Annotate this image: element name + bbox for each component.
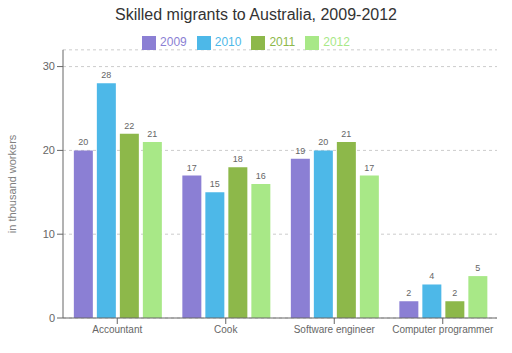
svg-text:20: 20 (78, 137, 88, 147)
svg-text:19: 19 (295, 146, 305, 156)
svg-text:16: 16 (256, 171, 266, 181)
svg-text:0: 0 (49, 312, 55, 324)
svg-text:Cook: Cook (214, 324, 238, 335)
svg-text:2: 2 (452, 288, 457, 298)
svg-text:15: 15 (210, 179, 220, 189)
svg-text:21: 21 (147, 129, 157, 139)
svg-text:17: 17 (364, 163, 374, 173)
svg-text:22: 22 (124, 121, 134, 131)
html-text:2009: 2009 (160, 35, 187, 49)
html-text:2012: 2012 (323, 35, 350, 49)
svg-text:Software engineer: Software engineer (294, 324, 376, 335)
svg-text:10: 10 (43, 228, 55, 240)
html-text:2011: 2011 (269, 35, 296, 49)
svg-text:21: 21 (341, 129, 351, 139)
svg-text:5: 5 (475, 263, 480, 273)
html-text:Skilled migrants to Australia,: Skilled migrants to Australia, 2009-2012 (115, 6, 397, 23)
svg-text:20: 20 (43, 144, 55, 156)
svg-text:20: 20 (318, 137, 328, 147)
svg-text:18: 18 (233, 154, 243, 164)
svg-text:2: 2 (406, 288, 411, 298)
svg-text:in thousand workers: in thousand workers (8, 134, 18, 233)
svg-text:17: 17 (187, 163, 197, 173)
svg-text:4: 4 (429, 271, 434, 281)
svg-text:Computer programmer: Computer programmer (392, 324, 494, 335)
svg-text:Accountant: Accountant (92, 324, 142, 335)
svg-text:30: 30 (43, 60, 55, 72)
svg-text:28: 28 (101, 70, 111, 80)
html-text:2010: 2010 (214, 35, 242, 49)
